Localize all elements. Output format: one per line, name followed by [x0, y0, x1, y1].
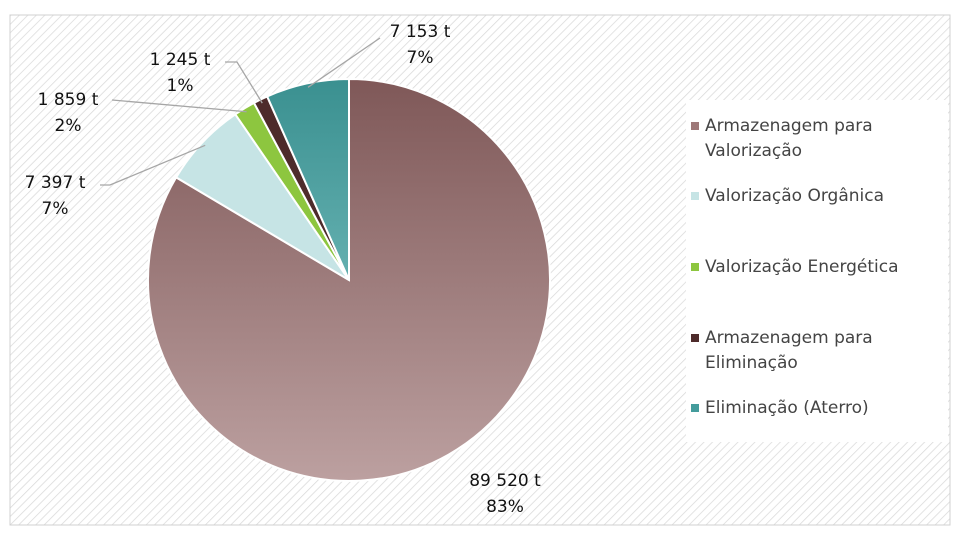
- legend-label: Armazenagem para Eliminação: [705, 328, 873, 373]
- legend-entry: Armazenagem para Valorização: [691, 114, 937, 164]
- legend-entry: Armazenagem para Eliminação: [691, 326, 937, 376]
- percent-label: 2%: [55, 116, 82, 136]
- legend-label: Armazenagem para Valorização: [705, 116, 873, 161]
- pie-slice: [265, 77, 350, 281]
- leader-line: [111, 99, 247, 113]
- percent-label: 7%: [407, 48, 434, 68]
- legend-swatch: [691, 122, 699, 130]
- legend-entry: Eliminação (Aterro): [691, 396, 937, 421]
- legend-swatch: [691, 192, 699, 200]
- data-label: 1 245 t: [150, 50, 211, 70]
- data-label: 89 520 t: [469, 471, 541, 491]
- data-label: 7 397 t: [25, 173, 86, 193]
- legend-swatch: [691, 334, 699, 342]
- percent-label: 1%: [167, 76, 194, 96]
- percent-label: 83%: [486, 497, 524, 517]
- legend-label: Eliminação (Aterro): [705, 398, 869, 418]
- legend-entry: Valorização Energética: [691, 255, 937, 280]
- data-label: 1 859 t: [38, 90, 99, 110]
- data-label: 7 153 t: [390, 22, 451, 42]
- legend-swatch: [691, 404, 699, 412]
- legend-swatch: [691, 263, 699, 271]
- leader-line: [225, 61, 263, 104]
- legend: Armazenagem para Valorização Valorização …: [686, 100, 948, 442]
- pie: 89 520 t 83% 7 397 t 7% 1 859 t 2% 1 245 t 1% 7 …: [25, 22, 551, 517]
- legend-label: Valorização Energética: [705, 257, 899, 277]
- leader-line: [100, 144, 206, 186]
- legend-entry: Valorização Orgânica: [691, 184, 937, 209]
- leader-line: [307, 37, 381, 88]
- legend-label: Valorização Orgânica: [705, 186, 885, 206]
- percent-label: 7%: [42, 199, 69, 219]
